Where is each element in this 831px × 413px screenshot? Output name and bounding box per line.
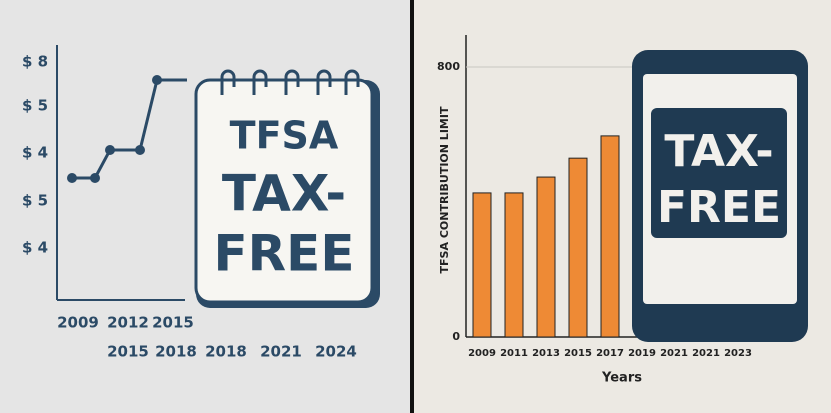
x-tick-label: 2012 xyxy=(107,314,149,332)
x-tick-label: 2018 xyxy=(205,343,247,361)
y-tick-label: 800 xyxy=(437,60,460,73)
bar xyxy=(472,192,492,338)
x-tick-label: 2021 xyxy=(260,343,302,361)
phone-label xyxy=(651,108,787,238)
y-axis-label: TFSA CONTRIBUTION LIMIT xyxy=(438,106,451,273)
x-tick-label: 2018 xyxy=(155,343,197,361)
x-tick-label: 2009 xyxy=(57,314,99,332)
bar xyxy=(600,135,620,338)
x-tick-label: 2023 xyxy=(724,348,752,359)
x-tick-label: 2019 xyxy=(628,348,656,359)
notepad-text: FREE xyxy=(214,225,355,283)
x-tick-label: 2011 xyxy=(500,348,528,359)
x-tick-label: 2013 xyxy=(532,348,560,359)
x-axis-label: Years xyxy=(601,371,642,386)
x-tick-label: 2024 xyxy=(315,343,357,361)
phone-text: FREE xyxy=(657,182,781,233)
notepad-title: TFSA xyxy=(230,114,339,158)
x-tick-label: 2015 xyxy=(107,343,149,361)
x-tick-label: 2021 xyxy=(660,348,688,359)
x-tick-label: 2009 xyxy=(468,348,496,359)
points xyxy=(67,75,162,183)
phone-text: TAX- xyxy=(664,126,773,177)
notepad xyxy=(194,78,374,304)
y-tick-label: $ 5 xyxy=(22,97,48,115)
x-tick-label: 2017 xyxy=(596,348,624,359)
y-tick-label: $ 4 xyxy=(22,239,48,257)
divider xyxy=(410,0,414,413)
rings xyxy=(220,69,360,95)
y-tick-label: 0 xyxy=(452,330,460,343)
x-tick-label: 2015 xyxy=(152,314,194,332)
notepad-text: TAX- xyxy=(222,165,346,223)
bar xyxy=(504,192,524,338)
bar xyxy=(568,157,588,338)
bar xyxy=(536,176,556,338)
x-tick-label: 2015 xyxy=(564,348,592,359)
x-tick-label: 2021 xyxy=(692,348,720,359)
y-tick-label: $ 8 xyxy=(22,53,48,71)
y-tick-label: $ 4 xyxy=(22,144,48,162)
y-tick-label: $ 5 xyxy=(22,192,48,210)
